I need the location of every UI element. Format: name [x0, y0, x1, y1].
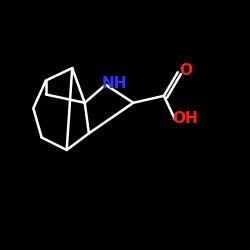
Text: O: O: [180, 63, 192, 78]
Text: NH: NH: [101, 76, 127, 91]
Text: OH: OH: [173, 110, 199, 126]
